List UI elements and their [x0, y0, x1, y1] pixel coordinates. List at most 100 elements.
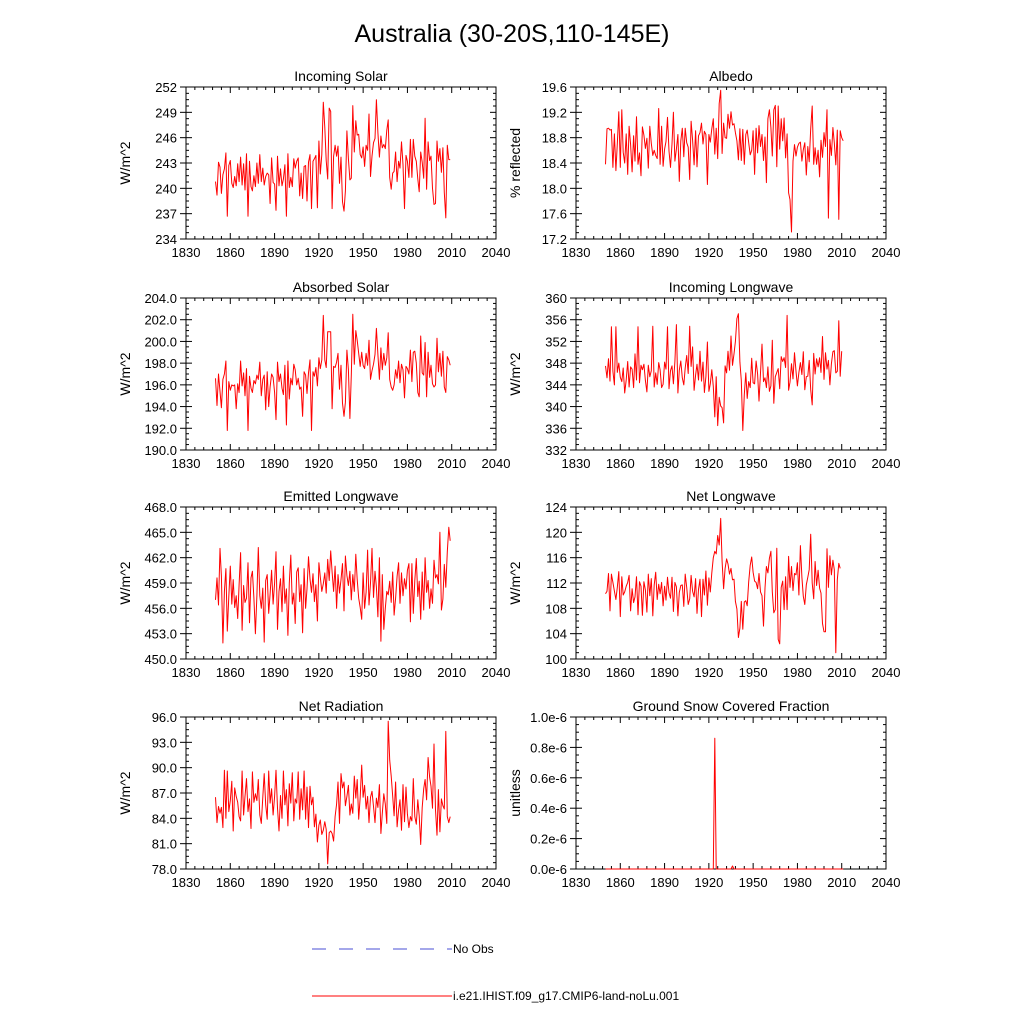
panel-title: Net Radiation	[299, 698, 384, 714]
x-tick-label: 1890	[650, 665, 679, 680]
y-axis-label: W/m^2	[507, 561, 523, 604]
y-tick-label: 450.0	[144, 652, 177, 667]
y-tick-label: 18.8	[542, 131, 567, 146]
y-tick-label: 200.0	[144, 334, 177, 349]
x-tick-label: 2010	[827, 665, 856, 680]
chart-panel-1: Albedo 1830 1860 1890 1920 1950 1980 2010 2040 17…	[507, 68, 900, 260]
x-tick-label: 1980	[783, 456, 812, 471]
x-tick-label: 2040	[872, 665, 901, 680]
x-tick-label: 1920	[694, 875, 723, 890]
y-tick-label: 237	[155, 207, 177, 222]
y-tick-label: 194.0	[144, 400, 177, 415]
y-tick-label: 240	[155, 181, 177, 196]
y-axis-label: W/m^2	[117, 561, 133, 604]
x-tick-label: 1950	[739, 875, 768, 890]
y-tick-label: 84.0	[152, 811, 177, 826]
chart-panel-2: Absorbed Solar 1830 1860 1890 1920 1950 1980 20…	[117, 279, 510, 471]
x-tick-label: 2040	[482, 665, 511, 680]
chart-panel-4: Emitted Longwave 1830 1860 1890 1920 1950 1980…	[117, 488, 510, 680]
chart-panel-7: Ground Snow Covered Fraction 1830 1860 1890…	[507, 698, 900, 890]
x-tick-label: 1920	[694, 245, 723, 260]
x-tick-label: 1950	[349, 245, 378, 260]
y-tick-label: 336	[545, 421, 567, 436]
x-tick-label: 1980	[393, 665, 422, 680]
x-tick-label: 1860	[216, 456, 245, 471]
panel-title: Absorbed Solar	[293, 279, 390, 295]
x-tick-label: 2010	[827, 875, 856, 890]
x-tick-label: 1860	[606, 665, 635, 680]
panel-title: Emitted Longwave	[283, 488, 398, 504]
x-tick-label: 2040	[872, 875, 901, 890]
x-tick-label: 1830	[172, 875, 201, 890]
series-line-0	[215, 720, 451, 865]
x-tick-label: 1950	[349, 875, 378, 890]
x-tick-label: 1890	[260, 875, 289, 890]
x-tick-label: 1950	[739, 245, 768, 260]
y-tick-label: 116	[546, 551, 567, 566]
x-tick-label: 2010	[827, 245, 856, 260]
y-tick-label: 468.0	[144, 500, 177, 515]
x-tick-label: 2010	[827, 456, 856, 471]
y-tick-label: 198.0	[144, 356, 177, 371]
y-tick-label: 246	[155, 131, 177, 146]
x-tick-label: 1830	[562, 875, 591, 890]
y-tick-label: 18.0	[542, 181, 567, 196]
x-tick-label: 1830	[172, 456, 201, 471]
series-line-0	[605, 313, 843, 431]
x-tick-label: 1830	[562, 665, 591, 680]
x-tick-label: 1860	[216, 665, 245, 680]
y-tick-label: 344	[545, 378, 567, 393]
x-tick-label: 1890	[260, 245, 289, 260]
panel-title: Net Longwave	[686, 488, 776, 504]
chart-panel-0: Incoming Solar 1830 1860 1890 1920 1950 1980 20…	[117, 68, 510, 260]
x-tick-label: 1980	[783, 665, 812, 680]
y-tick-label: 87.0	[152, 786, 177, 801]
series-line-0	[215, 99, 451, 219]
x-tick-label: 2010	[437, 245, 466, 260]
y-tick-label: 18.4	[542, 156, 567, 171]
y-tick-label: 456.0	[144, 601, 177, 616]
x-tick-label: 2040	[482, 456, 511, 471]
series-line-0	[215, 526, 451, 644]
panel-title: Incoming Longwave	[669, 279, 794, 295]
y-tick-label: 332	[545, 443, 567, 458]
x-tick-label: 2010	[437, 456, 466, 471]
panel-title: Incoming Solar	[294, 68, 388, 84]
y-tick-label: 124	[545, 500, 567, 515]
y-tick-label: 96.0	[152, 710, 177, 725]
x-tick-label: 2010	[437, 665, 466, 680]
y-tick-label: 0.0e-6	[530, 862, 567, 877]
y-tick-label: 0.6e-6	[530, 771, 567, 786]
y-tick-label: 120	[545, 525, 567, 540]
main-title: Australia (30-20S,110-145E)	[355, 20, 670, 48]
x-tick-label: 1830	[172, 665, 201, 680]
y-tick-label: 202.0	[144, 313, 177, 328]
y-axis-label: W/m^2	[507, 352, 523, 395]
x-tick-label: 1980	[393, 245, 422, 260]
panels-grid: Incoming Solar 1830 1860 1890 1920 1950 1980 20…	[117, 68, 900, 890]
y-tick-label: 0.4e-6	[530, 801, 567, 816]
y-tick-label: 0.2e-6	[530, 832, 567, 847]
y-tick-label: 17.6	[542, 207, 567, 222]
series-line-0	[215, 313, 451, 431]
y-tick-label: 93.0	[152, 735, 177, 750]
x-tick-label: 1950	[739, 456, 768, 471]
y-tick-label: 90.0	[152, 761, 177, 776]
series-line-0	[605, 89, 844, 233]
x-tick-label: 1830	[172, 245, 201, 260]
x-tick-label: 1980	[393, 456, 422, 471]
y-tick-label: 249	[155, 105, 177, 120]
x-tick-label: 1920	[694, 665, 723, 680]
x-tick-label: 2010	[437, 875, 466, 890]
x-tick-label: 2040	[872, 456, 901, 471]
y-tick-label: 1.0e-6	[530, 710, 567, 725]
x-tick-label: 2040	[482, 245, 511, 260]
chart-panel-3: Incoming Longwave 1830 1860 1890 1920 1950 198…	[507, 279, 900, 471]
y-tick-label: 348	[545, 356, 567, 371]
y-tick-label: 243	[155, 156, 177, 171]
y-tick-label: 104	[545, 627, 567, 642]
chart-panel-6: Net Radiation 1830 1860 1890 1920 1950 1980 201…	[117, 698, 510, 890]
x-tick-label: 1890	[260, 665, 289, 680]
y-tick-label: 453.0	[144, 627, 177, 642]
y-tick-label: 108	[545, 601, 567, 616]
